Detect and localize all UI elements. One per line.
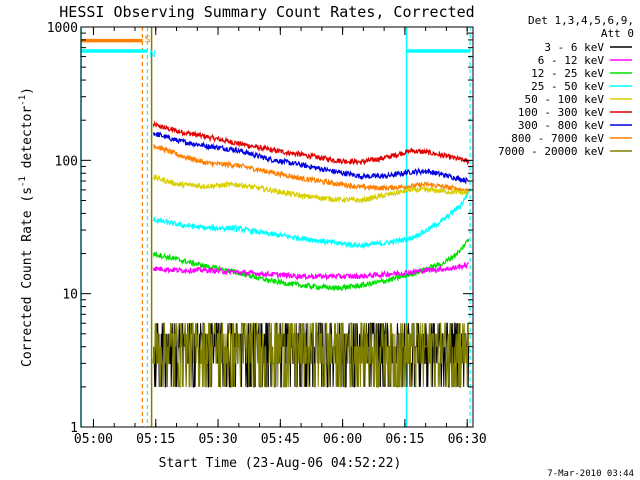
y-tick-label-1: 10 [62,288,78,303]
y-tick-label-2: 100 [55,154,78,169]
x-tick-label-6: 06:30 [448,432,487,447]
x-tick-label-5: 06:15 [385,432,424,447]
x-axis: 05:00 05:15 05:30 05:45 06:00 06:15 06:30 [74,27,487,447]
y-tick-label-0: 1 [70,421,78,436]
series-12-25keV [152,238,470,292]
plot-frame [80,26,474,428]
series-25-50keV [152,191,470,250]
x-tick-label-0: 05:00 [74,432,113,447]
chart-title: HESSI Observing Summary Count Rates, Cor… [59,3,474,21]
legend-label-4: 50 - 100 keV [525,93,605,106]
series-300-800keV [152,131,469,185]
series-50-100keV [152,173,469,205]
legend-label-3: 25 - 50 keV [531,80,604,93]
plot-area: SN [80,27,471,427]
legend-label-2: 12 - 25 keV [531,67,604,80]
legend-label-5: 100 - 300 keV [518,106,604,119]
x-tick-label-3: 05:45 [261,432,300,447]
y-tick-label-3: 1000 [47,21,78,36]
x-tick-label-1: 05:15 [136,432,175,447]
x-tick-label-2: 05:30 [198,432,237,447]
flag-label-S: S [144,35,150,46]
series-100-300keV [152,120,470,166]
y-axis: 1 10 100 1000 [47,21,473,436]
legend-label-0: 3 - 6 keV [544,41,604,54]
x-axis-label: Start Time (23-Aug-06 04:52:22) [159,456,402,471]
legend-title-1: Det 1,3,4,5,6,9, [528,14,634,27]
flag-label-N: N [149,49,155,60]
legend-title-2: Att 0 [601,27,634,40]
y-axis-label: Corrected Count Rate (s-1 detector-1) [18,87,35,367]
footer-date: 7-Mar-2010 03:44 [547,469,634,479]
series-800-7000keV [152,143,470,194]
legend-label-7: 800 - 7000 keV [511,132,604,145]
series-7000-20000keV [152,322,470,388]
x-tick-label-4: 06:00 [323,432,362,447]
legend-label-1: 6 - 12 keV [538,54,605,67]
legend-label-8: 7000 - 20000 keV [498,145,604,158]
legend-label-6: 300 - 800 keV [518,119,604,132]
series-6-12keV [152,261,470,282]
